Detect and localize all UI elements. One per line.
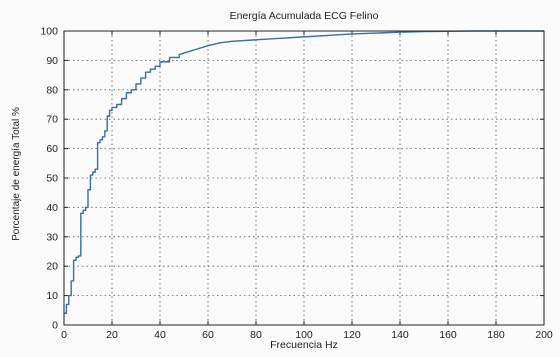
x-tick-label: 140 — [391, 329, 409, 341]
x-tick-label: 0 — [61, 329, 67, 341]
series-layer — [64, 30, 544, 314]
axis-ticks: 0 20 40 60 80 100 120 140 160 180 200 0 10 20 30 40 50 60… — [40, 26, 552, 342]
y-tick-label: 30 — [46, 231, 58, 243]
y-tick-label: 90 — [46, 55, 58, 67]
x-tick-label: 60 — [202, 329, 214, 341]
y-tick-label: 70 — [46, 114, 58, 126]
x-tick-label: 80 — [250, 329, 262, 341]
x-tick-label: 120 — [343, 329, 361, 341]
y-tick-label: 80 — [46, 84, 58, 96]
x-tick-label: 160 — [439, 329, 457, 341]
y-tick-label: 60 — [46, 143, 58, 155]
y-tick-label: 20 — [46, 261, 58, 273]
plot-frame — [63, 30, 545, 326]
series-line — [64, 30, 544, 314]
y-axis-label: Porcentaje de energía Total % — [11, 107, 22, 241]
y-tick-label: 100 — [40, 26, 58, 38]
y-tick-label: 0 — [52, 320, 58, 332]
x-axis-label: Frecuencia Hz — [270, 339, 338, 351]
y-tick-label: 10 — [46, 290, 58, 302]
x-tick-label: 200 — [535, 329, 553, 341]
x-tick-label: 20 — [106, 329, 118, 341]
x-tick-label: 180 — [487, 329, 505, 341]
y-tick-label: 50 — [46, 173, 58, 185]
x-tick-label: 40 — [154, 329, 166, 341]
x-tick-label: 100 — [295, 329, 313, 341]
y-tick-label: 40 — [46, 202, 58, 214]
grid — [64, 31, 544, 325]
chart-title: Energía Acumulada ECG Felino — [230, 10, 379, 22]
